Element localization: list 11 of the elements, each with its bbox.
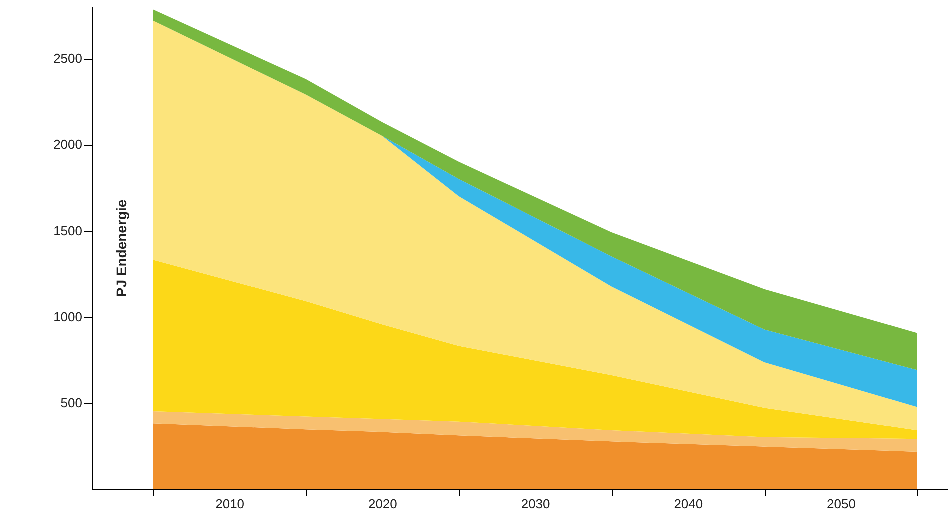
x-tick-label: 2030 [521,496,550,512]
y-tick-label: 2500 [54,51,82,66]
x-tick-label: 2020 [368,496,398,512]
y-tick-label: 1000 [54,309,82,324]
y-tick-label: 1500 [54,223,82,238]
x-tick-label: 2040 [674,496,704,512]
y-axis-title: PJ Endenergie [114,200,130,298]
x-tick-label: 2010 [216,496,245,512]
x-tick-label: 2050 [827,496,856,512]
y-tick-label: 500 [60,395,82,410]
y-tick-label: 2000 [54,137,82,152]
